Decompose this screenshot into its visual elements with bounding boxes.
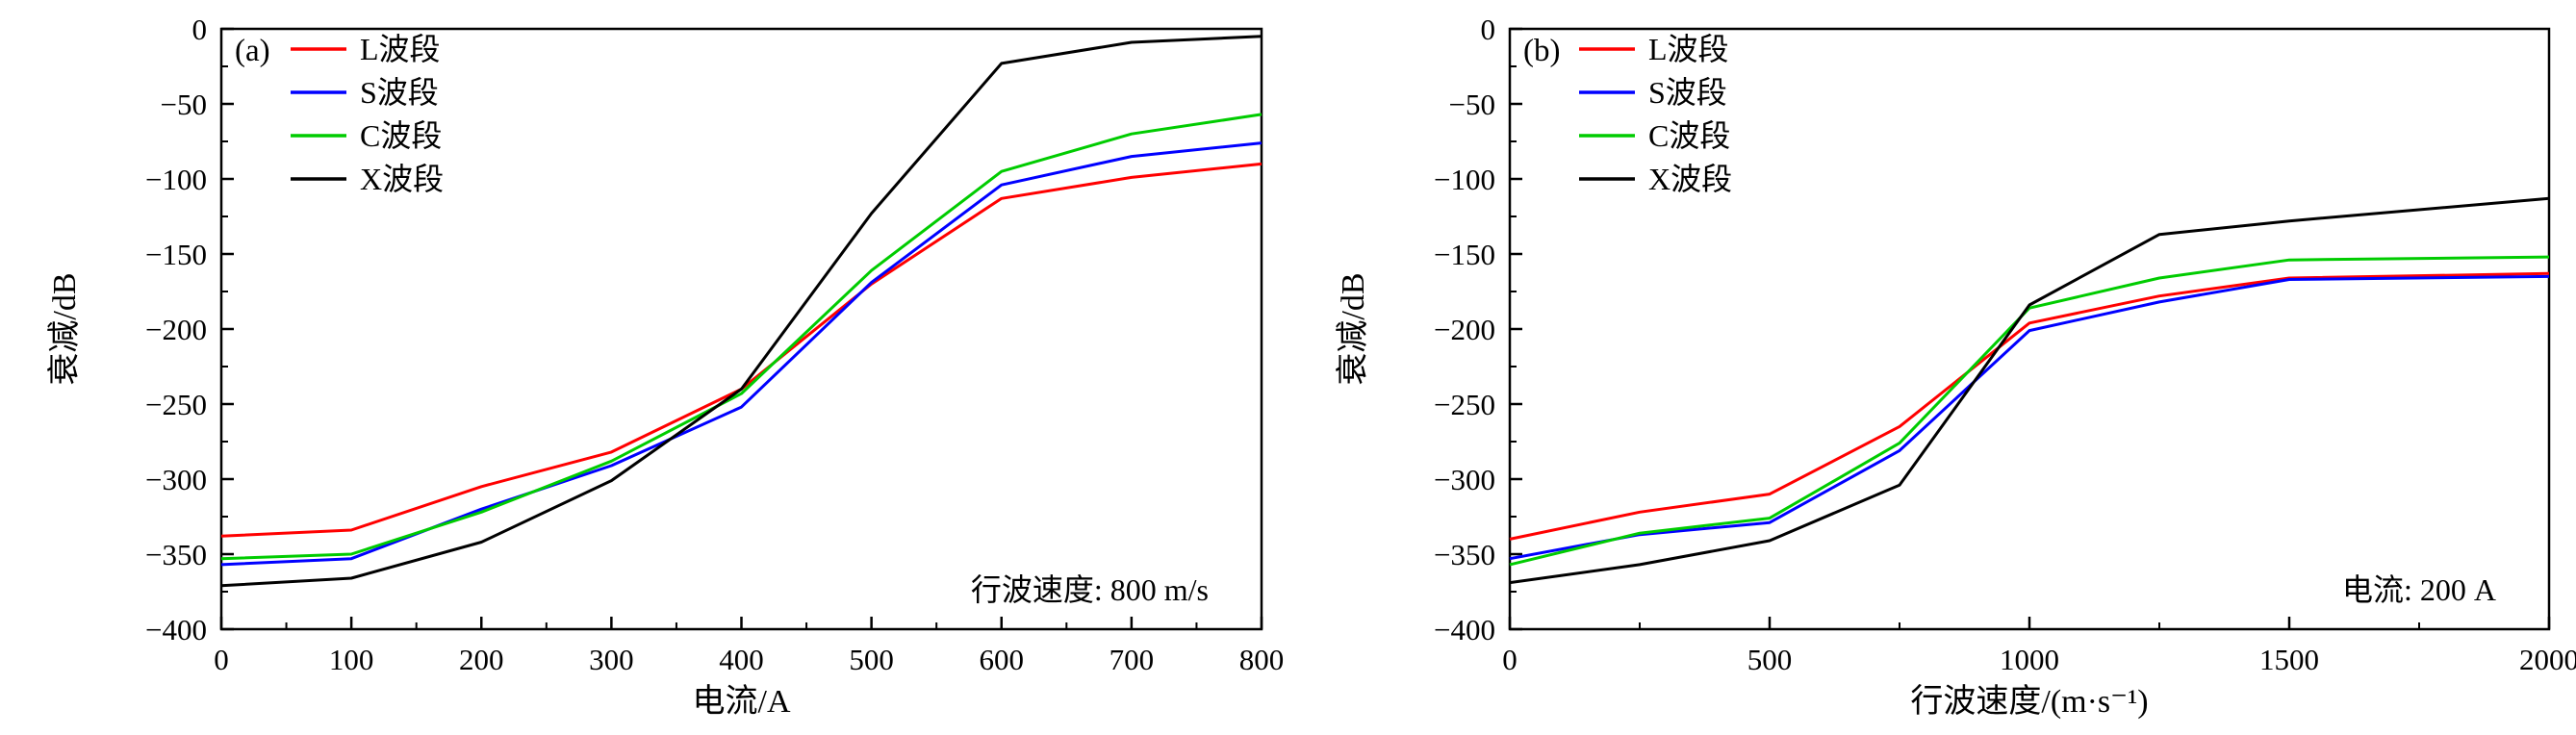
x-tick-label: 100 (329, 643, 374, 676)
y-tick-label: −250 (145, 388, 207, 421)
legend-label: S波段 (1648, 75, 1727, 110)
y-tick-label: −50 (1449, 88, 1495, 121)
y-tick-label: −300 (1434, 463, 1495, 496)
x-tick-label: 1500 (2259, 643, 2319, 676)
x-tick-label: 2000 (2519, 643, 2576, 676)
y-tick-label: −200 (1434, 313, 1495, 346)
y-tick-label: −100 (1434, 163, 1495, 196)
legend-label: C波段 (360, 118, 442, 153)
y-tick-label: −200 (145, 313, 207, 346)
x-tick-label: 200 (459, 643, 504, 676)
y-tick-label: −150 (145, 238, 207, 271)
y-tick-label: 0 (1481, 13, 1496, 46)
series-line-C波段 (1509, 255, 2550, 567)
legend-label: S波段 (360, 75, 439, 110)
y-tick-label: −150 (1434, 238, 1495, 271)
annotation: 行波速度: 800 m/s (971, 572, 1209, 607)
x-tick-label: 0 (1502, 643, 1518, 676)
series-line-X波段 (1509, 196, 2550, 585)
series-line-S波段 (1509, 274, 2550, 561)
x-tick-label: 700 (1109, 643, 1155, 676)
x-tick-label: 500 (849, 643, 894, 676)
panel-label: (a) (235, 34, 270, 68)
y-tick-label: −300 (145, 463, 207, 496)
chart-panel-a: 0 100 200 300 400 500 600 700 800 0 −50 −100 −150 −20… (46, 13, 1285, 720)
y-tick-label: −350 (1434, 538, 1495, 571)
x-axis-label: 电流/A (693, 683, 791, 720)
y-tick-label: −400 (1434, 613, 1495, 646)
annotation: 电流: 200 A (2342, 572, 2496, 607)
panel-label: (b) (1523, 34, 1560, 68)
y-tick-label: 0 (192, 13, 208, 46)
legend-label: X波段 (1648, 162, 1732, 196)
y-tick-label: −400 (145, 613, 207, 646)
y-axis-label: 衰减/dB (46, 272, 83, 385)
x-tick-label: 1000 (2000, 643, 2059, 676)
y-tick-label: −50 (161, 88, 207, 121)
legend-label: L波段 (1648, 32, 1729, 66)
x-tick-label: 0 (214, 643, 229, 676)
x-tick-label: 400 (719, 643, 764, 676)
x-tick-label: 500 (1747, 643, 1793, 676)
y-tick-label: −350 (145, 538, 207, 571)
y-tick-label: −100 (145, 163, 207, 196)
legend-label: X波段 (360, 162, 444, 196)
series-line-L波段 (220, 162, 1262, 538)
legend-label: L波段 (360, 32, 441, 66)
y-tick-label: −250 (1434, 388, 1495, 421)
x-axis-label: 行波速度/(m·s⁻¹) (1910, 683, 2148, 720)
series-line-C波段 (220, 113, 1262, 561)
series-line-L波段 (1509, 271, 2550, 541)
x-tick-label: 600 (980, 643, 1025, 676)
series-line-X波段 (220, 35, 1262, 588)
y-axis-label: 衰减/dB (1335, 272, 1371, 385)
x-tick-label: 300 (589, 643, 634, 676)
legend-label: C波段 (1648, 118, 1730, 153)
chart-panel-b: 0 500 1000 1500 2000 0 −50 −100 −150 −200 −250 −300… (1335, 13, 2576, 720)
series-line-S波段 (220, 141, 1262, 567)
x-tick-label: 800 (1239, 643, 1285, 676)
